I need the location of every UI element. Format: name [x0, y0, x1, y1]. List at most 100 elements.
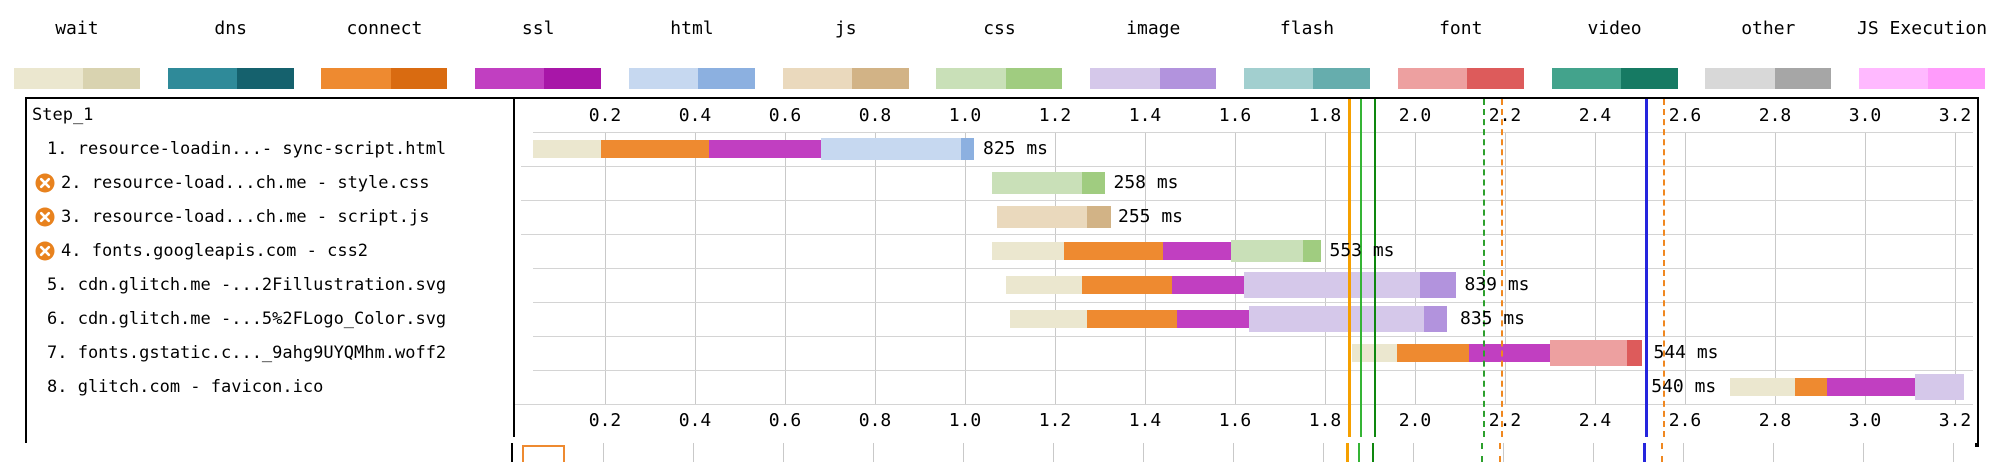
event-marker: [1643, 443, 1647, 462]
time-tick-label: 1.2: [1038, 105, 1072, 126]
gridline: [1863, 443, 1864, 462]
request-bar-segment-connect[interactable]: [1795, 378, 1827, 396]
waterfall-chart: Step_1 0.2 0.2 0.4 0.4 0.6 0.6 0.8 0.8 1.0 1.0 1.2…: [25, 97, 1979, 447]
flash-color-swatch: [1244, 68, 1370, 89]
legend-item-flash: flash: [1230, 0, 1384, 94]
request-label-text: 2. resource-load...ch.me - style.css: [61, 173, 430, 193]
swatch-light-half: [1859, 68, 1929, 89]
request-bar-segment-css[interactable]: [1302, 240, 1321, 262]
legend-item-label: js: [834, 18, 857, 39]
ssl-color-swatch: [475, 68, 602, 89]
request-row-label[interactable]: 7. fonts.gstatic.c..._9ahg9UYQMhm.woff2: [27, 336, 533, 370]
request-row-label[interactable]: 3. resource-load...ch.me - script.js: [27, 200, 521, 234]
request-bar-segment-connect[interactable]: [1064, 242, 1163, 260]
request-bar-segment-wait[interactable]: [1730, 378, 1796, 396]
request-bar-segment-wait[interactable]: [528, 140, 601, 158]
request-time-label: 825 ms: [983, 138, 1049, 159]
request-bar-segment-font[interactable]: [1626, 340, 1643, 366]
swatch-dark-half: [1774, 68, 1832, 89]
request-label-text: 1. resource-loadin...- sync-script.html: [47, 139, 447, 159]
legend-item-label: css: [983, 18, 1016, 39]
time-tick-label: 1.2: [1038, 410, 1072, 431]
request-row-label[interactable]: 8. glitch.com - favicon.ico: [27, 370, 533, 404]
swatch-light-half: [475, 68, 545, 89]
error-icon: [35, 207, 55, 227]
js-execution-color-swatch: [1859, 68, 1986, 89]
request-bar-segment-html[interactable]: [960, 138, 974, 160]
request-row-label[interactable]: 6. cdn.glitch.me -...5%2FLogo_Color.svg: [27, 302, 533, 336]
gridline: [1323, 443, 1324, 462]
row-separator: [515, 302, 1973, 303]
event-marker: [1371, 443, 1374, 462]
event-marker: [1482, 99, 1485, 437]
swatch-light-half: [1397, 68, 1468, 89]
error-icon: [35, 173, 55, 193]
event-marker: [1501, 99, 1504, 437]
request-bar-segment-image[interactable]: [1248, 306, 1424, 332]
request-bar-segment-connect[interactable]: [1086, 310, 1177, 328]
css-color-swatch: [936, 68, 1063, 89]
event-marker: [1373, 99, 1376, 437]
request-bar-segment-connect[interactable]: [1082, 276, 1172, 294]
legend-item-image: image: [1076, 0, 1230, 94]
request-bar-segment-image[interactable]: [1419, 272, 1456, 298]
swatch-dark-half: [698, 68, 755, 89]
event-marker: [1645, 99, 1649, 437]
legend-item-font: font: [1384, 0, 1538, 94]
request-bar-segment-css[interactable]: [992, 172, 1082, 194]
time-tick-label: 1.6: [1218, 410, 1252, 431]
request-row-label[interactable]: 1. resource-loadin...- sync-script.html: [27, 132, 533, 166]
legend-item-label: dns: [214, 18, 247, 39]
swatch-light-half: [321, 68, 391, 89]
request-bar-segment-js[interactable]: [1086, 206, 1112, 228]
time-tick-label: 3.2: [1938, 410, 1972, 431]
request-label-text: 8. glitch.com - favicon.ico: [47, 377, 324, 397]
request-bar-segment-image[interactable]: [1424, 306, 1447, 332]
request-bar-segment-wait[interactable]: [992, 242, 1064, 260]
request-row-label[interactable]: 4. fonts.googleapis.com - css2: [27, 234, 521, 268]
gridline: [963, 443, 964, 462]
time-tick-label: 0.6: [768, 105, 802, 126]
request-bar-segment-font[interactable]: [1550, 340, 1627, 366]
request-row-label[interactable]: 5. cdn.glitch.me -...2Fillustration.svg: [27, 268, 533, 302]
request-bar-segment-image[interactable]: [1914, 374, 1964, 400]
swatch-dark-half: [1005, 68, 1063, 89]
request-bar-segment-ssl[interactable]: [1172, 276, 1244, 294]
next-request-bar[interactable]: [522, 445, 565, 462]
request-bar-segment-css[interactable]: [1230, 240, 1303, 262]
gridline: [1683, 443, 1684, 462]
request-time-label: 839 ms: [1464, 274, 1530, 295]
legend-item-video: video: [1538, 0, 1692, 94]
swatch-dark-half: [1467, 68, 1524, 89]
row-separator: [515, 268, 1973, 269]
request-time-label: 255 ms: [1118, 206, 1184, 227]
time-tick-label: 1.8: [1308, 410, 1342, 431]
time-tick-label: 1.0: [948, 410, 982, 431]
request-bar-segment-connect[interactable]: [600, 140, 709, 158]
request-bar-segment-wait[interactable]: [1005, 276, 1082, 294]
request-bar-segment-ssl[interactable]: [708, 140, 821, 158]
request-row-label[interactable]: 2. resource-load...ch.me - style.css: [27, 166, 521, 200]
request-bar-segment-ssl[interactable]: [1826, 378, 1915, 396]
request-bar-segment-html[interactable]: [821, 138, 961, 160]
request-bar-segment-image[interactable]: [1244, 272, 1420, 298]
event-marker: [1358, 443, 1361, 462]
request-bar-segment-ssl[interactable]: [1176, 310, 1249, 328]
time-tick-label: 2.6: [1668, 410, 1702, 431]
request-bar-segment-wait[interactable]: [1010, 310, 1087, 328]
time-tick-label: 2.8: [1758, 410, 1792, 431]
request-bar-segment-css[interactable]: [1082, 172, 1105, 194]
gridline: [1593, 443, 1594, 462]
column-divider: [511, 443, 513, 462]
request-bar-segment-ssl[interactable]: [1163, 242, 1231, 260]
request-bar-segment-connect[interactable]: [1397, 344, 1469, 362]
gridline: [783, 443, 784, 462]
time-tick-label: 2.0: [1398, 410, 1432, 431]
event-marker: [1499, 443, 1502, 462]
html-color-swatch: [628, 68, 755, 89]
swatch-dark-half: [544, 68, 602, 89]
request-bar-segment-js[interactable]: [996, 206, 1087, 228]
request-bar-segment-ssl[interactable]: [1469, 344, 1550, 362]
time-tick-label: 3.2: [1938, 105, 1972, 126]
legend-item-dns: dns: [154, 0, 308, 94]
